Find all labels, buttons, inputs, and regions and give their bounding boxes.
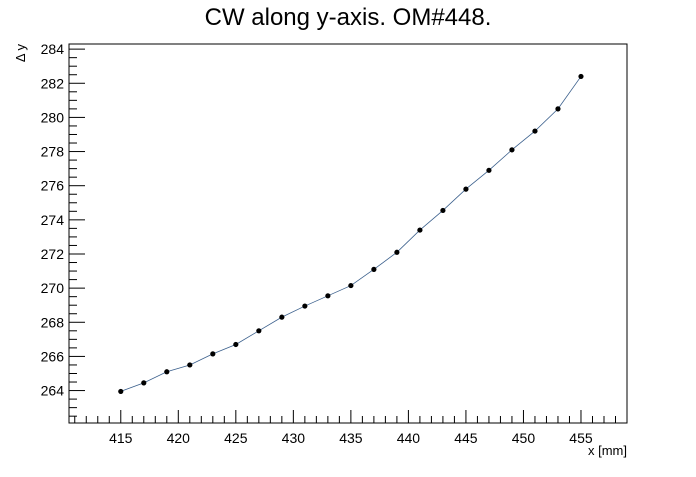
x-tick-label: 455 <box>569 430 593 446</box>
x-tick-label: 425 <box>224 430 248 446</box>
data-point <box>187 362 193 368</box>
data-point <box>532 128 538 134</box>
data-point <box>509 147 515 153</box>
y-axis-label: Δ y <box>13 44 28 63</box>
data-point <box>555 106 561 112</box>
data-point <box>440 207 446 214</box>
y-tick-label: 284 <box>41 41 65 57</box>
data-point <box>348 282 354 289</box>
data-point <box>302 303 308 309</box>
data-point <box>417 227 423 233</box>
x-axis-label: x [mm] <box>588 443 627 458</box>
y-tick-label: 268 <box>41 314 65 330</box>
data-point <box>233 341 239 348</box>
data-point <box>210 351 216 357</box>
x-tick-label: 440 <box>397 430 421 446</box>
y-tick-label: 276 <box>41 178 65 194</box>
data-point <box>371 266 377 272</box>
series-layer <box>118 73 584 395</box>
data-point <box>578 73 584 80</box>
data-point <box>325 293 331 299</box>
x-tick-label: 435 <box>339 430 363 446</box>
y-tick-label: 264 <box>41 383 65 399</box>
data-point <box>141 380 147 386</box>
y-tick-label: 272 <box>41 246 65 262</box>
y-axis: 264 266 268 270 272 274 276 278 280 282 284 <box>41 41 85 417</box>
data-point <box>118 388 124 395</box>
data-point <box>164 369 170 375</box>
y-tick-label: 270 <box>41 280 65 296</box>
x-axis: 415 420 425 430 435 440 445 450 455 <box>74 410 628 446</box>
data-point <box>256 328 262 334</box>
y-tick-label: 274 <box>41 212 65 228</box>
data-point <box>486 167 492 173</box>
y-tick-label: 278 <box>41 144 65 160</box>
x-tick-label: 445 <box>454 430 478 446</box>
y-tick-label: 282 <box>41 75 65 91</box>
data-point <box>279 314 285 320</box>
plot-frame <box>68 43 628 424</box>
data-point <box>394 249 400 255</box>
chart-title: CW along y-axis. OM#448. <box>205 4 492 31</box>
x-tick-label: 415 <box>109 430 133 446</box>
x-tick-label: 430 <box>282 430 306 446</box>
x-tick-label: 420 <box>167 430 191 446</box>
y-tick-label: 280 <box>41 109 65 125</box>
y-tick-label: 266 <box>41 348 65 364</box>
series-line <box>120 76 582 392</box>
data-point <box>463 186 469 192</box>
x-tick-label: 450 <box>512 430 536 446</box>
